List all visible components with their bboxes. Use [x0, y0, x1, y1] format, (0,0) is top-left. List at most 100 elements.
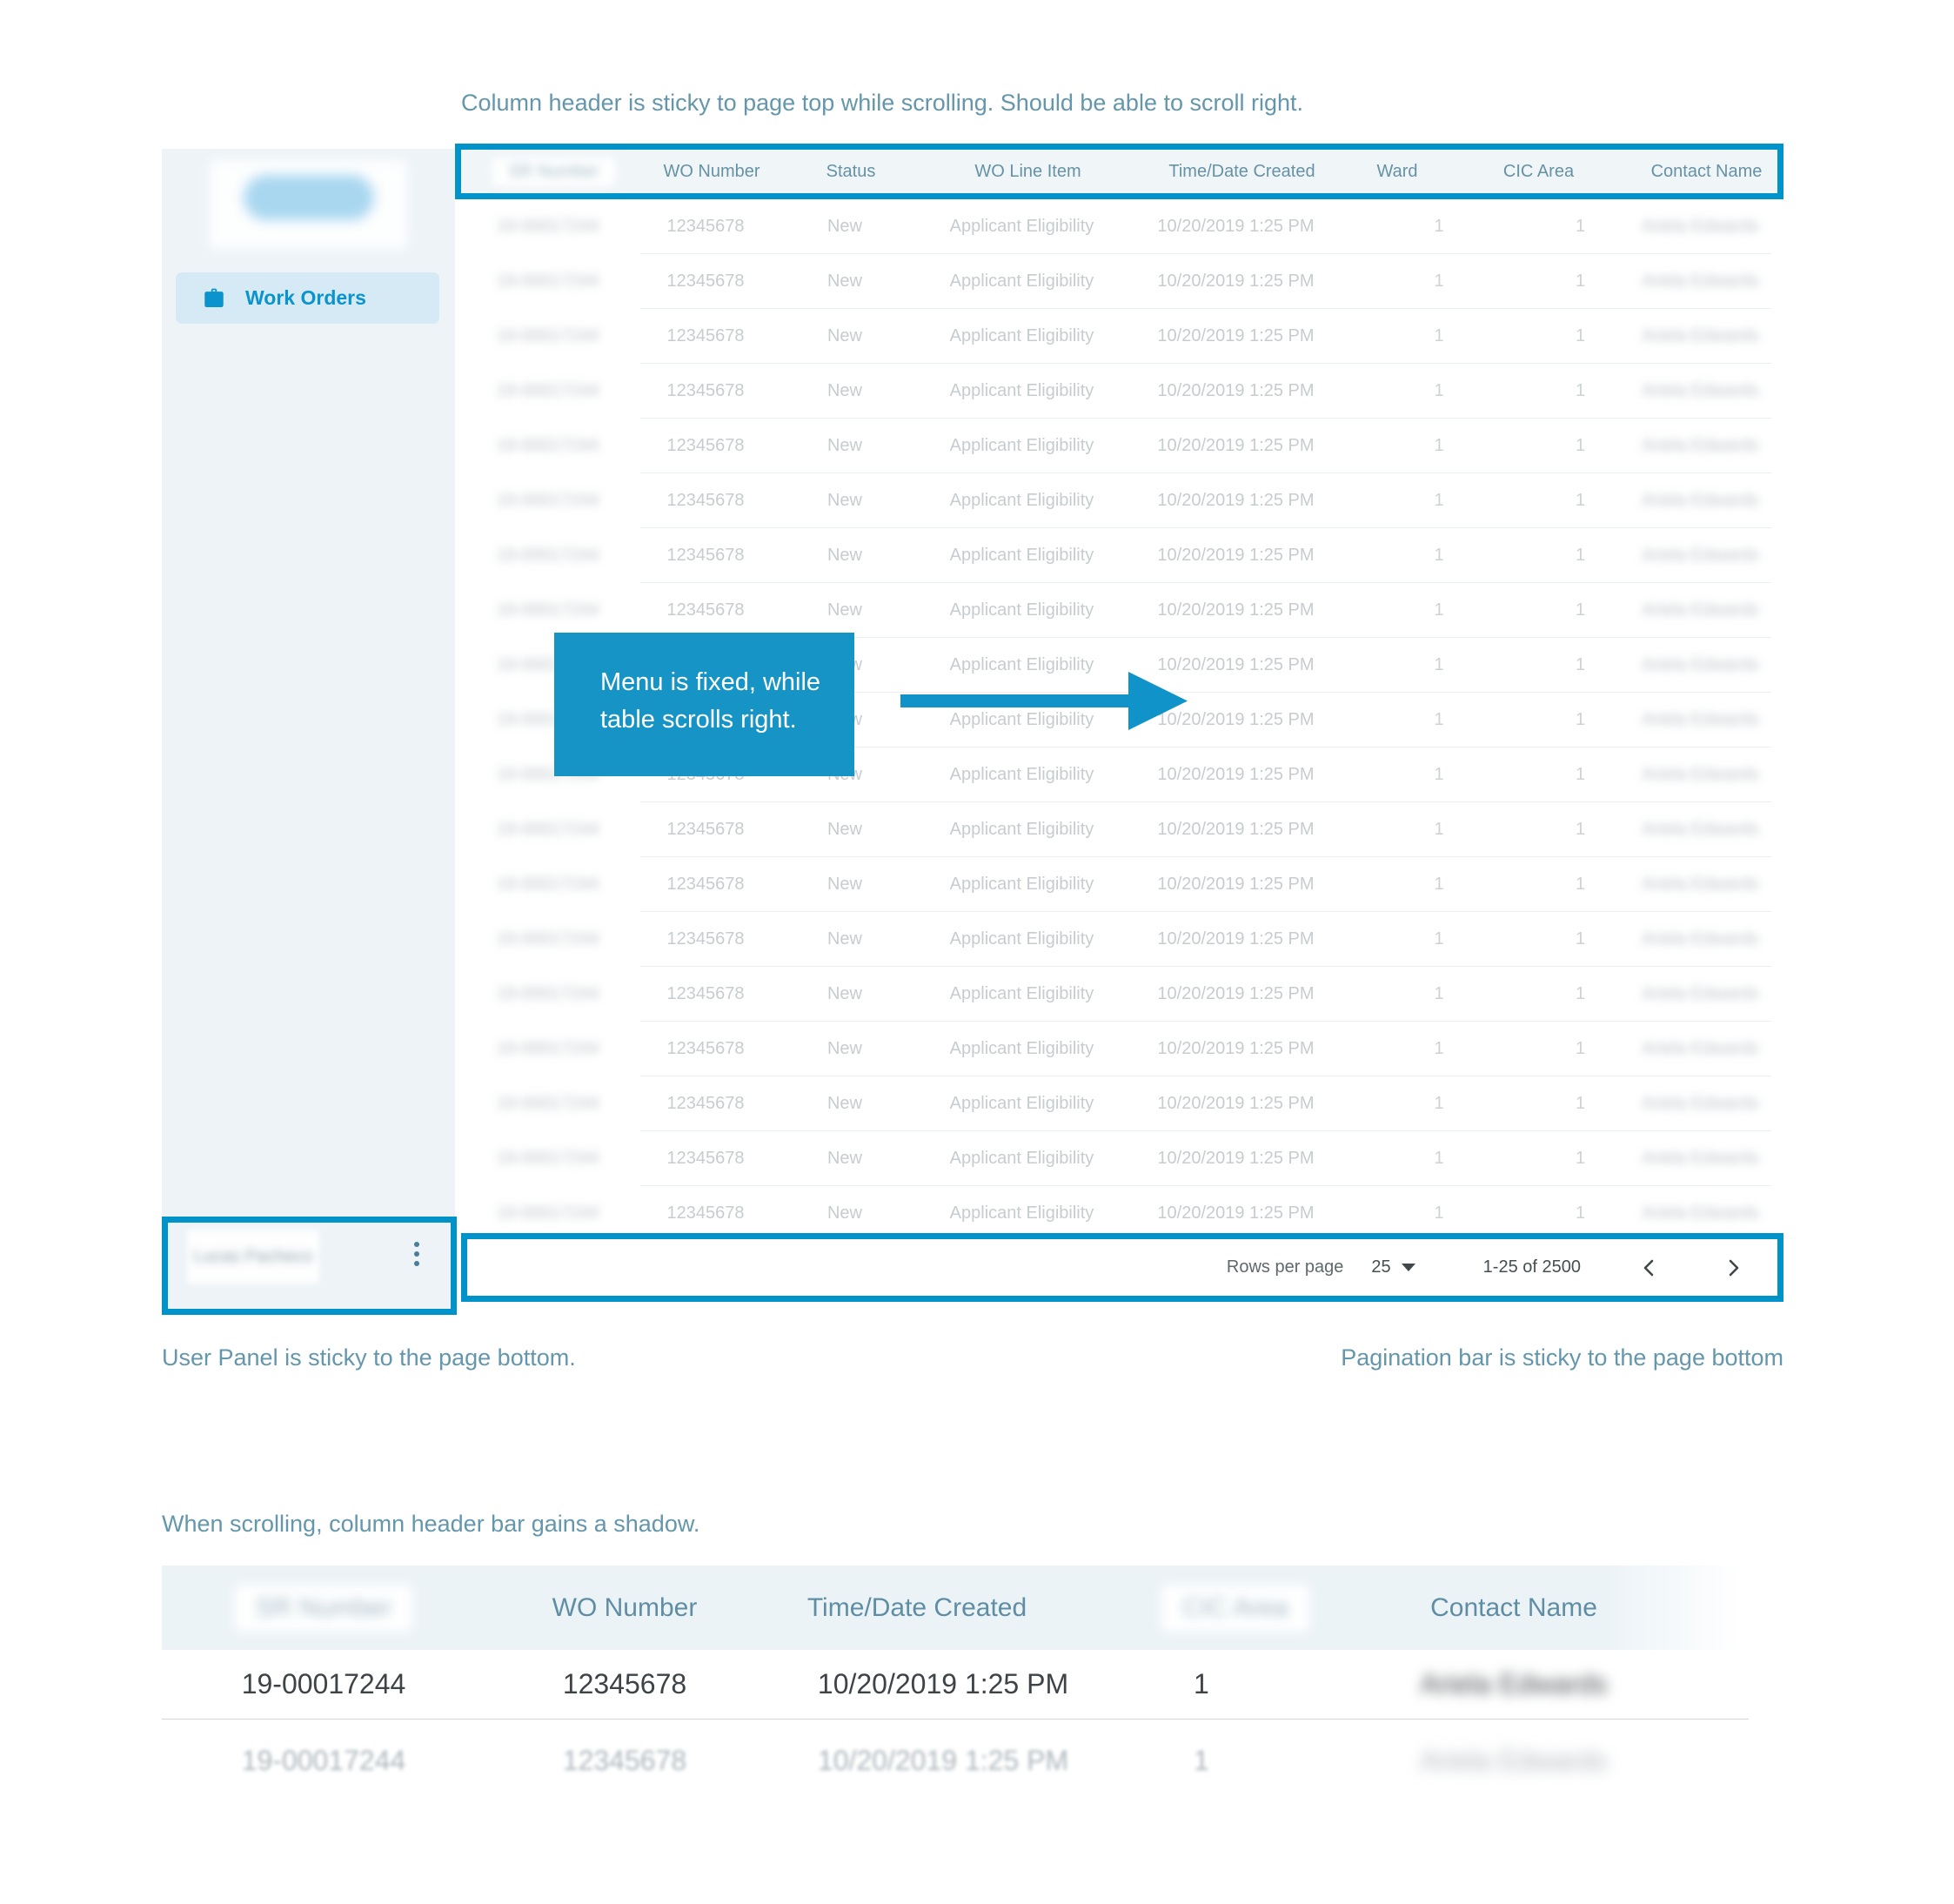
table-row[interactable]: 19-00017244 12345678 New Applicant Eligi…	[455, 199, 1795, 254]
table-row[interactable]: 19-00017244 12345678 New Applicant Eligi…	[455, 419, 1795, 473]
zoom-table-row-faded[interactable]: 19-00017244 12345678 10/20/2019 1:25 PM …	[162, 1720, 1749, 1802]
cell-time-date-created: 10/20/2019 1:25 PM	[1125, 364, 1347, 419]
cell-ward: 1	[1347, 693, 1483, 748]
rows-per-page-select[interactable]: 25	[1371, 1257, 1415, 1277]
table-row[interactable]: 19-00017244 12345678 New Applicant Eligi…	[455, 1076, 1795, 1131]
cell-cic-area: 1	[1483, 857, 1629, 912]
column-header-ward: Ward	[1376, 161, 1418, 181]
cell-status: New	[771, 802, 919, 857]
zoom-column-header-time-date-created: Time/Date Created	[806, 1592, 1027, 1622]
rows-per-page-value: 25	[1371, 1257, 1391, 1277]
table-row[interactable]: 19-00017244 12345678 New Applicant Eligi…	[455, 528, 1795, 583]
cell-ward: 1	[1347, 309, 1483, 364]
zoom-cell-contact-name: Ariela Edwards	[1420, 1668, 1608, 1700]
cell-cic-area: 1	[1483, 1131, 1629, 1186]
cell-ward: 1	[1347, 1131, 1483, 1186]
cell-status: New	[771, 473, 919, 528]
table-row[interactable]: 19-00017244 12345678 New Applicant Eligi…	[455, 364, 1795, 419]
cell-contact-name: Ariela Edwards	[1642, 380, 1759, 400]
column-header-contact-name: Contact Name	[1650, 161, 1763, 181]
cell-wo-line-item: Applicant Eligibility	[919, 1076, 1125, 1131]
kebab-menu-icon[interactable]	[409, 1237, 425, 1271]
cell-time-date-created: 10/20/2019 1:25 PM	[1125, 857, 1347, 912]
table-row[interactable]: 19-00017244 12345678 New Applicant Eligi…	[455, 254, 1795, 309]
cell-cic-area: 1	[1483, 1076, 1629, 1131]
cell-time-date-created: 10/20/2019 1:25 PM	[1125, 583, 1347, 638]
cell-cic-area: 1	[1483, 583, 1629, 638]
cell-wo-line-item: Applicant Eligibility	[919, 638, 1125, 693]
cell-wo-line-item: Applicant Eligibility	[919, 309, 1125, 364]
cell-contact-name: Ariela Edwards	[1642, 929, 1759, 949]
zoom-cell-sr-number: 19-00017244	[241, 1745, 406, 1776]
table-row[interactable]: 19-00017244 12345678 New Applicant Eligi…	[455, 1022, 1795, 1076]
cell-sr-number: 19-00017244	[496, 1039, 599, 1058]
cell-sr-number: 19-00017244	[496, 929, 599, 949]
user-name: Lucas Pacheco	[187, 1230, 319, 1284]
annotation-user-panel: User Panel is sticky to the page bottom.	[162, 1344, 576, 1371]
cell-status: New	[771, 912, 919, 967]
logo-blurred-blob	[244, 175, 374, 220]
chevron-down-caret-icon	[1401, 1264, 1415, 1271]
table-row[interactable]: 19-00017244 12345678 New Applicant Eligi…	[455, 473, 1795, 528]
zoom-table-header-bar: SR Number WO Number Time/Date Created CI…	[162, 1565, 1749, 1650]
cell-status: New	[771, 1076, 919, 1131]
cell-ward: 1	[1347, 528, 1483, 583]
cell-sr-number: 19-00017244	[496, 875, 599, 894]
sidebar-item-work-orders[interactable]: Work Orders	[176, 272, 439, 324]
cell-contact-name: Ariela Edwards	[1642, 545, 1759, 565]
table-row[interactable]: 19-00017244 12345678 New Applicant Eligi…	[455, 583, 1795, 638]
column-header-sr-number-label: SR Number	[508, 161, 599, 181]
cell-ward: 1	[1347, 364, 1483, 419]
cell-wo-number: 12345678	[640, 967, 771, 1022]
cell-contact-name: Ariela Edwards	[1642, 600, 1759, 620]
callout-menu-fixed: Menu is fixed, while table scrolls right…	[554, 633, 854, 776]
cell-wo-line-item: Applicant Eligibility	[919, 199, 1125, 254]
previous-page-button[interactable]	[1635, 1253, 1664, 1283]
column-header-status: Status	[826, 161, 876, 181]
cell-wo-line-item: Applicant Eligibility	[919, 528, 1125, 583]
column-header-cic-area: CIC Area	[1502, 161, 1575, 181]
cell-cic-area: 1	[1483, 419, 1629, 473]
cell-contact-name: Ariela Edwards	[1642, 435, 1759, 455]
cell-time-date-created: 10/20/2019 1:25 PM	[1125, 1131, 1347, 1186]
cell-time-date-created: 10/20/2019 1:25 PM	[1125, 309, 1347, 364]
cell-sr-number: 19-00017244	[496, 381, 599, 400]
user-panel[interactable]: Lucas Pacheco	[162, 1217, 457, 1315]
table-row[interactable]: 19-00017244 12345678 New Applicant Eligi…	[455, 802, 1795, 857]
cell-wo-number: 12345678	[640, 528, 771, 583]
cell-cic-area: 1	[1483, 912, 1629, 967]
cell-cic-area: 1	[1483, 364, 1629, 419]
sidebar: Work Orders	[162, 149, 455, 1217]
column-header-wo-number: WO Number	[663, 161, 760, 181]
zoom-table-row[interactable]: 19-00017244 12345678 10/20/2019 1:25 PM …	[162, 1650, 1749, 1719]
cell-time-date-created: 10/20/2019 1:25 PM	[1125, 473, 1347, 528]
cell-wo-line-item: Applicant Eligibility	[919, 912, 1125, 967]
next-page-button[interactable]	[1718, 1253, 1748, 1283]
cell-wo-line-item: Applicant Eligibility	[919, 473, 1125, 528]
cell-contact-name: Ariela Edwards	[1642, 271, 1759, 291]
cell-ward: 1	[1347, 254, 1483, 309]
column-header-wo-line-item: WO Line Item	[974, 161, 1081, 181]
zoom-cell-wo-number: 12345678	[562, 1668, 687, 1700]
cell-sr-number: 19-00017244	[496, 1094, 599, 1113]
table-row[interactable]: 19-00017244 12345678 New Applicant Eligi…	[455, 1186, 1795, 1233]
cell-wo-number: 12345678	[640, 1076, 771, 1131]
table-row[interactable]: 19-00017244 12345678 New Applicant Eligi…	[455, 857, 1795, 912]
cell-contact-name: Ariela Edwards	[1642, 819, 1759, 839]
cell-time-date-created: 10/20/2019 1:25 PM	[1125, 1076, 1347, 1131]
table-row[interactable]: 19-00017244 12345678 New Applicant Eligi…	[455, 1131, 1795, 1186]
cell-sr-number: 19-00017244	[496, 272, 599, 291]
table-row[interactable]: 19-00017244 12345678 New Applicant Eligi…	[455, 309, 1795, 364]
cell-wo-line-item: Applicant Eligibility	[919, 583, 1125, 638]
column-header-time-date-created: Time/Date Created	[1168, 161, 1315, 181]
cell-cic-area: 1	[1483, 473, 1629, 528]
cell-ward: 1	[1347, 583, 1483, 638]
cell-ward: 1	[1347, 857, 1483, 912]
cell-ward: 1	[1347, 419, 1483, 473]
cell-sr-number: 19-00017244	[496, 820, 599, 839]
table-row[interactable]: 19-00017244 12345678 New Applicant Eligi…	[455, 912, 1795, 967]
table-row[interactable]: 19-00017244 12345678 New Applicant Eligi…	[455, 967, 1795, 1022]
cell-cic-area: 1	[1483, 748, 1629, 802]
cell-contact-name: Ariela Edwards	[1642, 709, 1759, 729]
cell-status: New	[771, 1131, 919, 1186]
